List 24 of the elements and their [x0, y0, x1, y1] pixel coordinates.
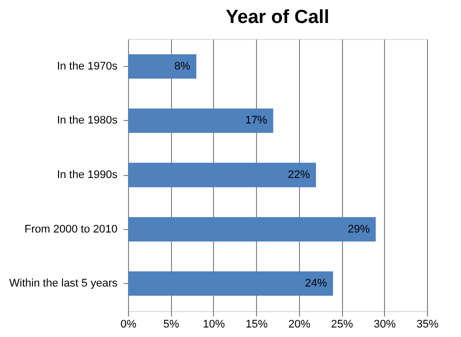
y-tick-label: From 2000 to 2010: [24, 223, 118, 236]
x-tick-label: 20%: [288, 318, 311, 330]
bar: [128, 162, 316, 188]
x-tick-label: 25%: [331, 318, 354, 330]
data-label: 22%: [288, 169, 310, 181]
data-label: 8%: [174, 60, 191, 72]
x-tick-label: 35%: [416, 318, 439, 330]
bar: [128, 108, 274, 133]
bar: [128, 271, 334, 296]
y-tick-label: In the 1970s: [56, 60, 118, 72]
x-tick-label: 10%: [202, 318, 226, 330]
data-label: 17%: [245, 114, 268, 127]
x-tick-label: 15%: [246, 318, 268, 330]
chart-title: Year of Call: [226, 7, 330, 28]
bar: [128, 217, 376, 242]
y-tick-label: In the 1980s: [56, 114, 118, 127]
x-tick-label: 30%: [374, 318, 396, 330]
x-tick-label: 5%: [163, 318, 180, 330]
x-tick-label: 0%: [120, 318, 137, 330]
bar: [128, 54, 196, 79]
y-tick-label: In the 1990s: [56, 169, 118, 181]
data-label: 24%: [304, 278, 328, 290]
data-label: 29%: [348, 223, 370, 236]
y-tick-label: Within the last 5 years: [9, 278, 118, 290]
